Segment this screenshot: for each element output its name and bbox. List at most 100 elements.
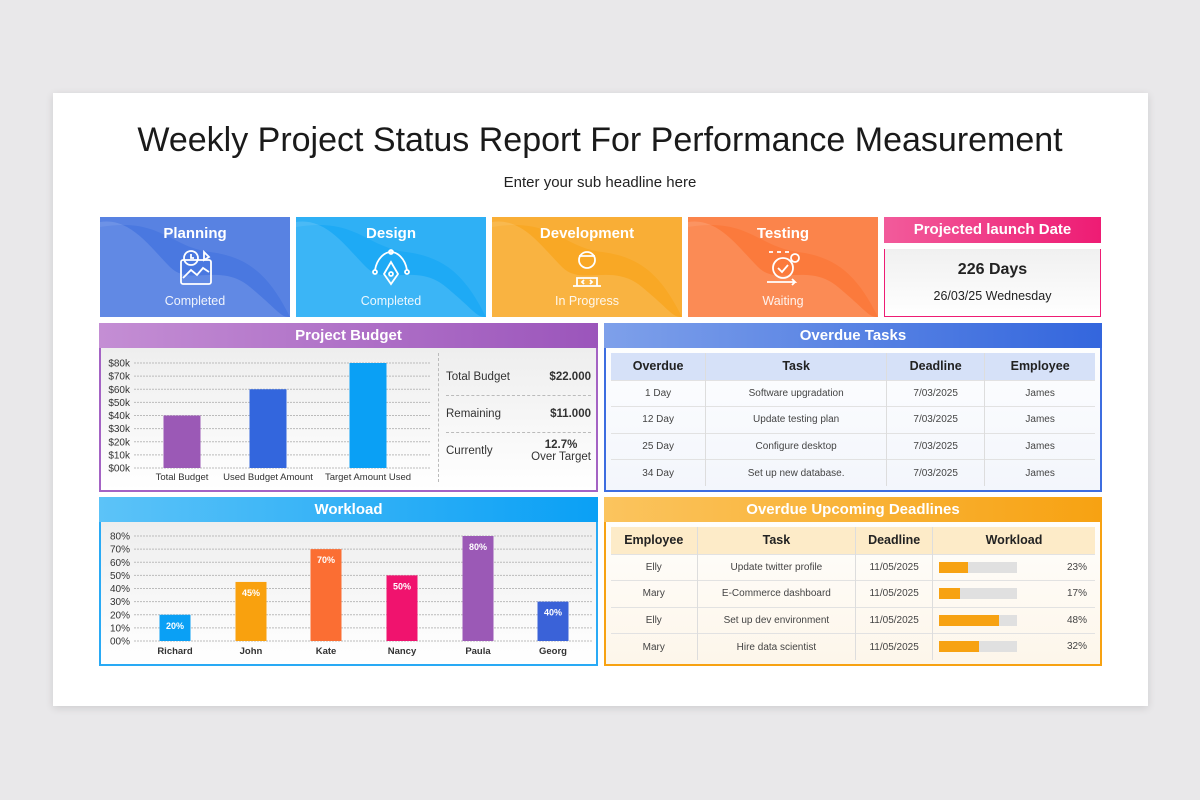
- task-cell: E-Commerce dashboard: [696, 580, 856, 607]
- task-cell: Hire data scientist: [696, 633, 856, 660]
- table-cell: James: [984, 459, 1095, 486]
- page-subtitle: Enter your sub headline here: [503, 174, 697, 191]
- stat-total: Total Budget $22.000: [446, 371, 591, 396]
- y-tick-label: 80%: [110, 532, 130, 543]
- y-tick-label: $10k: [108, 450, 131, 461]
- stage-status: Completed: [360, 294, 422, 308]
- workload-progress-bar: [938, 641, 1017, 653]
- wave-decoration: [688, 217, 878, 317]
- table-cell: 7/03/2025: [886, 379, 985, 407]
- y-tick-label: $40k: [108, 411, 131, 422]
- deadline-cell: 11/05/2025: [855, 553, 933, 581]
- employee-cell: Mary: [611, 580, 698, 607]
- x-tick-label: Richard: [157, 646, 193, 657]
- table-cell: Configure desktop: [705, 432, 887, 460]
- bar-georg: [537, 601, 569, 641]
- column-header: Task: [696, 527, 856, 554]
- stage-card-testing: Testing Waiting: [688, 217, 878, 317]
- workload-percent: 17%: [1066, 588, 1087, 600]
- y-tick-label: 10%: [110, 623, 130, 634]
- y-tick-label: $00k: [108, 464, 131, 475]
- stage-name: Planning: [163, 225, 227, 242]
- bar-total-budget: [163, 415, 201, 468]
- data-label: 20%: [166, 621, 184, 631]
- deadline-cell: 11/05/2025: [855, 633, 933, 660]
- x-tick-label: Paula: [465, 646, 491, 657]
- workload-cell: 17%: [931, 580, 1095, 607]
- y-tick-label: 00%: [110, 637, 130, 648]
- data-label: 50%: [393, 581, 411, 591]
- stat-remaining: Remaining $11.000: [446, 396, 591, 433]
- table-cell: James: [984, 379, 1095, 407]
- budget-chart: $00k $10k $20k $30k $40k $50k $60k $70k $80k Tota…: [108, 359, 431, 483]
- table-cell: 1 Day: [611, 379, 706, 407]
- workload-cell: 48%: [931, 606, 1095, 634]
- table-row: 34 Day Set up new database. 7/03/2025 James: [611, 459, 1095, 486]
- x-tick-label: Total Budget: [156, 472, 209, 483]
- column-header: Workload: [931, 527, 1095, 554]
- table-row: Elly Update twitter profile 11/05/2025 23%: [611, 553, 1095, 581]
- y-tick-label: $60k: [108, 385, 131, 396]
- stage-card-design: Design Completed: [296, 217, 486, 317]
- stage-name: Design: [365, 225, 416, 242]
- table-cell: 34 Day: [611, 459, 706, 486]
- workload-progress-bar: [938, 561, 1017, 573]
- workload-percent: 32%: [1066, 641, 1087, 653]
- table-cell: 12 Day: [611, 406, 706, 433]
- pen-tool-icon: [372, 249, 410, 286]
- wave-decoration: [100, 217, 290, 317]
- bar-paula: [462, 536, 494, 641]
- stat-value: $11.000: [550, 408, 591, 420]
- stage-card-development: Development In Progress: [492, 217, 682, 317]
- y-tick-label: 20%: [110, 610, 130, 621]
- workload-progress-bar: [938, 588, 1017, 600]
- table-cell: James: [984, 432, 1095, 460]
- bar-john: [235, 581, 267, 641]
- y-tick-label: $30k: [108, 424, 131, 435]
- workload-chart: 00% 10% 20% 30% 40% 50% 60% 70% 80% Richard 20% Joh…: [110, 532, 593, 657]
- table-cell: 7/03/2025: [886, 459, 985, 486]
- stat-label: Total Budget: [446, 371, 510, 383]
- launch-days: 226 Days: [957, 261, 1028, 278]
- workload-progress-bar: [938, 614, 1017, 626]
- wave-decoration: [492, 217, 682, 317]
- bar-used-budget-amount: [249, 389, 287, 468]
- table-cell: Update testing plan: [705, 406, 887, 433]
- table-cell: 25 Day: [611, 432, 706, 460]
- launch-title: Projected launch Date: [884, 217, 1101, 243]
- stage-status: Completed: [164, 294, 226, 308]
- x-tick-label: Nancy: [388, 646, 417, 657]
- y-tick-label: 50%: [110, 571, 130, 582]
- launch-date-card: Projected launch Date 226 Days 26/03/25 …: [884, 217, 1101, 317]
- stat-currently: Currently 12.7% Over Target: [446, 433, 591, 463]
- budget-panel: Project Budget $00k $10k $20k $30k $40k $50k $…: [99, 323, 598, 492]
- column-header: Overdue: [632, 359, 684, 374]
- column-header: Employee: [984, 353, 1095, 380]
- budget-title: Project Budget: [99, 323, 598, 348]
- deadline-cell: 11/05/2025: [855, 606, 933, 634]
- table-row: Mary E-Commerce dashboard 11/05/2025 17%: [611, 580, 1095, 607]
- y-tick-label: 30%: [110, 597, 130, 608]
- table-row: 12 Day Update testing plan 7/03/2025 James: [611, 406, 1095, 433]
- data-label: 80%: [469, 542, 487, 552]
- workload-cell: 32%: [931, 633, 1095, 660]
- y-tick-label: $20k: [108, 437, 131, 448]
- deadline-cell: 11/05/2025: [855, 580, 933, 607]
- stage-name: Development: [539, 225, 635, 242]
- page-title: Weekly Project Status Report For Perform…: [137, 121, 1063, 159]
- deadlines-title: Overdue Upcoming Deadlines: [604, 497, 1102, 522]
- table-row: 1 Day Software upgradation 7/03/2025 James: [611, 379, 1095, 407]
- deadlines-panel: Overdue Upcoming Deadlines Employee Task D…: [604, 497, 1102, 666]
- bar-kate: [310, 549, 342, 641]
- stat-label: Remaining: [446, 408, 501, 420]
- bar-richard: [159, 614, 191, 641]
- budget-stats: Total Budget $22.000 Remaining $11.000 Cur…: [446, 371, 591, 463]
- launch-date: 26/03/25 Wednesday: [933, 289, 1052, 303]
- deadlines-table: Employee Task Deadline Workload Elly Update t…: [611, 527, 1095, 660]
- column-header: Deadline: [886, 353, 985, 380]
- workload-title: Workload: [99, 497, 598, 522]
- overdue-tasks-title: Overdue Tasks: [604, 323, 1102, 348]
- x-tick-label: Used Budget Amount: [223, 472, 313, 483]
- table-row: Elly Set up dev environment 11/05/2025 48%: [611, 606, 1095, 634]
- y-tick-label: 70%: [110, 545, 130, 556]
